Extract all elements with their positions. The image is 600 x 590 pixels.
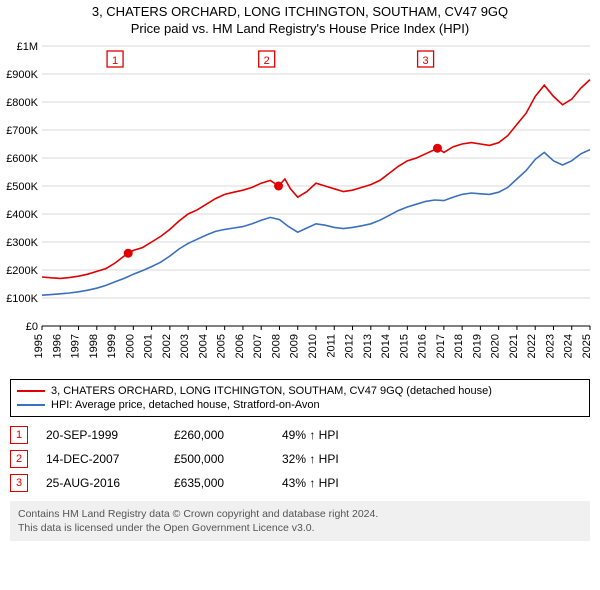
footer-line-2: This data is licensed under the Open Gov… <box>18 521 582 535</box>
legend-swatch <box>17 390 45 392</box>
x-tick-label: 2014 <box>380 334 392 358</box>
legend-label: HPI: Average price, detached house, Stra… <box>51 399 320 411</box>
legend-swatch <box>17 404 45 406</box>
x-tick-label: 2007 <box>252 334 264 358</box>
marker-callout-label-3: 3 <box>423 55 429 67</box>
transaction-hpi: 32% ↑ HPI <box>282 452 372 466</box>
transaction-row: 3 25-AUG-2016 £635,000 43% ↑ HPI <box>10 471 590 495</box>
x-tick-label: 2001 <box>143 334 155 358</box>
y-tick-label: £600K <box>6 153 38 165</box>
y-tick-label: £400K <box>6 209 38 221</box>
y-tick-label: £800K <box>6 97 38 109</box>
marker-point-3 <box>433 144 442 153</box>
legend: 3, CHATERS ORCHARD, LONG ITCHINGTON, SOU… <box>10 379 590 417</box>
x-tick-label: 2025 <box>581 334 593 358</box>
transaction-row: 2 14-DEC-2007 £500,000 32% ↑ HPI <box>10 447 590 471</box>
transaction-price: £635,000 <box>174 476 264 490</box>
x-tick-label: 2008 <box>270 334 282 358</box>
x-tick-label: 1997 <box>70 334 82 358</box>
transaction-date: 20-SEP-1999 <box>46 428 156 442</box>
x-tick-label: 2023 <box>544 334 556 358</box>
transaction-date: 14-DEC-2007 <box>46 452 156 466</box>
x-tick-label: 1998 <box>88 334 100 358</box>
legend-row: 3, CHATERS ORCHARD, LONG ITCHINGTON, SOU… <box>17 384 583 398</box>
y-tick-label: £100K <box>6 293 38 305</box>
x-tick-label: 2019 <box>471 334 483 358</box>
x-tick-label: 1999 <box>106 334 118 358</box>
transaction-price: £500,000 <box>174 452 264 466</box>
legend-row: HPI: Average price, detached house, Stra… <box>17 398 583 412</box>
series-hpi <box>42 150 590 296</box>
series-property <box>42 80 590 279</box>
x-tick-label: 2022 <box>526 334 538 358</box>
y-tick-label: £900K <box>6 69 38 81</box>
transactions-table: 1 20-SEP-1999 £260,000 49% ↑ HPI 2 14-DEC-200… <box>10 423 590 495</box>
y-tick-label: £500K <box>6 181 38 193</box>
y-tick-label: £300K <box>6 237 38 249</box>
x-tick-label: 2005 <box>216 334 228 358</box>
x-tick-label: 2013 <box>362 334 374 358</box>
x-tick-label: 2015 <box>398 334 410 358</box>
price-chart: £0 £100K £200K £300K £400K £500K £600K £700K £80… <box>0 38 600 373</box>
x-tick-label: 2002 <box>161 334 173 358</box>
marker-callout-label-2: 2 <box>264 55 270 67</box>
x-tick-label: 2011 <box>325 334 337 358</box>
chart-titles: 3, CHATERS ORCHARD, LONG ITCHINGTON, SOU… <box>0 0 600 38</box>
legend-label: 3, CHATERS ORCHARD, LONG ITCHINGTON, SOU… <box>51 385 492 397</box>
x-tick-label: 2012 <box>344 334 356 358</box>
transaction-badge: 1 <box>10 426 28 444</box>
y-tick-label: £1M <box>17 41 38 53</box>
transaction-date: 25-AUG-2016 <box>46 476 156 490</box>
x-tick-label: 2018 <box>453 334 465 358</box>
x-tick-label: 1995 <box>33 334 45 358</box>
transaction-price: £260,000 <box>174 428 264 442</box>
transaction-badge: 2 <box>10 450 28 468</box>
x-tick-label: 2017 <box>435 334 447 358</box>
marker-callout-label-1: 1 <box>112 55 118 67</box>
marker-point-2 <box>274 182 283 191</box>
x-tick-label: 2000 <box>124 334 136 358</box>
x-tick-label: 2003 <box>179 334 191 358</box>
x-tick-label: 2016 <box>417 334 429 358</box>
chart-area: £0 £100K £200K £300K £400K £500K £600K £700K £80… <box>0 38 600 373</box>
x-tick-label: 2010 <box>307 334 319 358</box>
footer-attribution: Contains HM Land Registry data © Crown c… <box>10 501 590 541</box>
x-tick-label: 2024 <box>563 334 575 358</box>
title-subtitle: Price paid vs. HM Land Registry's House … <box>0 21 600 36</box>
x-tick-label: 2009 <box>289 334 301 358</box>
x-tick-label: 2006 <box>234 334 246 358</box>
footer-line-1: Contains HM Land Registry data © Crown c… <box>18 507 582 521</box>
x-tick-label: 2004 <box>197 334 209 358</box>
x-tick-label: 1996 <box>51 334 63 358</box>
transaction-badge: 3 <box>10 474 28 492</box>
x-tick-label: 2020 <box>490 334 502 358</box>
y-tick-label: £700K <box>6 125 38 137</box>
transaction-hpi: 43% ↑ HPI <box>282 476 372 490</box>
transaction-row: 1 20-SEP-1999 £260,000 49% ↑ HPI <box>10 423 590 447</box>
marker-point-1 <box>124 249 133 258</box>
transaction-hpi: 49% ↑ HPI <box>282 428 372 442</box>
y-tick-label: £200K <box>6 265 38 277</box>
y-tick-label: £0 <box>26 321 38 333</box>
title-address: 3, CHATERS ORCHARD, LONG ITCHINGTON, SOU… <box>0 4 600 19</box>
x-tick-label: 2021 <box>508 334 520 358</box>
